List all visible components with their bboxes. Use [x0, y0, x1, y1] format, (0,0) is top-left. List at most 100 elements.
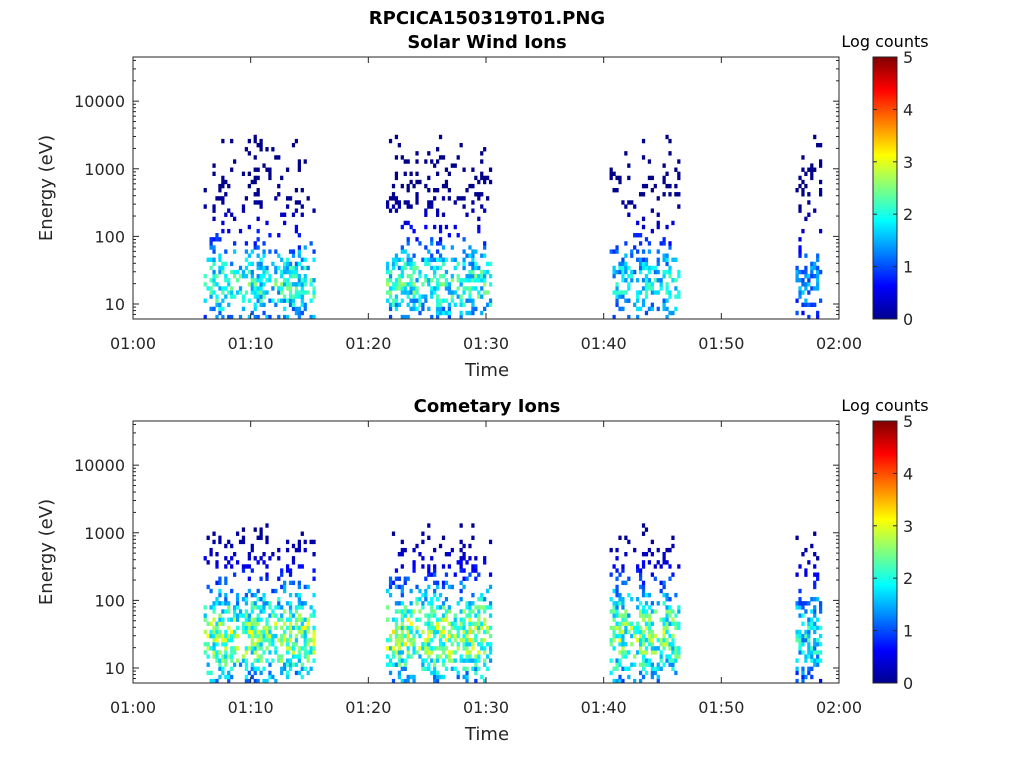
spectrogram-cell	[253, 650, 257, 655]
spectrogram-cell	[486, 175, 490, 181]
spectrogram-cell	[665, 183, 669, 189]
spectrogram-cell	[459, 637, 463, 643]
spectrogram-cell	[391, 183, 396, 189]
spectrogram-cell	[438, 637, 443, 643]
spectrogram-cell	[480, 151, 484, 156]
spectrogram-cell	[647, 175, 652, 181]
spectrogram-cell	[647, 265, 652, 271]
spectrogram-cell	[224, 609, 228, 614]
spectrogram-cell	[615, 290, 619, 295]
spectrogram-cell	[444, 179, 449, 185]
spectrogram-cell	[638, 637, 643, 643]
spectrogram-cell	[415, 200, 419, 205]
spectrogram-cell	[807, 625, 811, 631]
spectrogram-cell	[810, 543, 814, 549]
spectrogram-cell	[801, 310, 805, 316]
spectrogram-cell	[486, 302, 490, 308]
spectrogram-cell	[618, 613, 622, 618]
spectrogram-cell	[285, 674, 290, 680]
spectrogram-cell	[638, 613, 643, 618]
spectrogram-cell	[412, 642, 416, 647]
colorbar-tick-label: 5	[903, 412, 913, 431]
spectrogram-cell	[795, 188, 799, 193]
spectrogram-cell	[418, 294, 422, 299]
spectrogram-cell	[288, 613, 293, 618]
spectrogram-cell	[647, 658, 652, 663]
spectrogram-cell	[627, 629, 631, 635]
spectrogram-cell	[212, 249, 216, 254]
spectrogram-cell	[268, 637, 272, 643]
y-tick-label: 100	[94, 227, 125, 246]
spectrogram-cell	[480, 253, 484, 258]
spectrogram-cell	[271, 613, 275, 618]
spectrogram-cell	[621, 580, 625, 586]
spectrogram-cell	[265, 220, 269, 226]
spectrogram-cell	[615, 592, 619, 598]
spectrogram-cell	[303, 539, 307, 545]
spectrogram-cell	[209, 294, 213, 299]
spectrogram-cell	[609, 658, 613, 663]
spectrogram-cell	[427, 646, 431, 651]
spectrogram-cell	[406, 625, 410, 631]
spectrogram-cell	[271, 286, 275, 291]
spectrogram-cell	[285, 547, 290, 553]
spectrogram-cell	[391, 629, 396, 635]
spectrogram-cell	[306, 196, 310, 201]
spectrogram-cell	[650, 637, 654, 643]
spectrogram-cell	[294, 228, 299, 234]
spectrogram-cell	[421, 564, 425, 569]
spectrogram-cell	[312, 642, 316, 647]
spectrogram-cell	[801, 290, 805, 295]
spectrogram-cell	[636, 306, 640, 312]
spectrogram-cell	[406, 290, 410, 295]
spectrogram-cell	[653, 609, 657, 614]
spectrogram-cell	[813, 572, 817, 577]
spectrogram-cell	[224, 592, 228, 598]
spectrogram-cell	[456, 560, 460, 565]
spectrogram-cell	[288, 629, 293, 635]
spectrogram-cell	[212, 273, 216, 279]
spectrogram-cell	[807, 212, 811, 217]
spectrogram-cell	[430, 601, 434, 606]
spectrogram-cell	[259, 527, 263, 532]
spectrogram-cell	[224, 629, 228, 635]
spectrogram-cell	[807, 629, 811, 635]
spectrogram-cell	[810, 654, 814, 659]
spectrogram-cell	[450, 278, 454, 283]
spectrogram-cell	[403, 290, 407, 295]
spectrogram-cell	[474, 654, 478, 659]
spectrogram-cell	[265, 572, 269, 577]
spectrogram-cell	[218, 286, 222, 291]
spectrogram-cell	[441, 629, 446, 635]
spectrogram-cell	[630, 642, 634, 647]
spectrogram-cell	[483, 278, 487, 283]
spectrogram-cell	[221, 290, 225, 295]
spectrogram-cell	[262, 633, 266, 639]
spectrogram-cell	[459, 539, 463, 545]
spectrogram-cell	[215, 237, 219, 242]
spectrogram-cell	[671, 220, 675, 226]
spectrogram-cell	[212, 633, 216, 639]
spectrogram-cell	[256, 142, 260, 148]
spectrogram-cell	[618, 175, 622, 181]
spectrogram-cell	[633, 678, 637, 684]
spectrogram-cell	[218, 666, 222, 672]
spectrogram-cell	[477, 179, 481, 185]
spectrogram-cell	[385, 617, 390, 622]
spectrogram-cell	[430, 621, 434, 626]
spectrogram-cell	[215, 625, 219, 631]
spectrogram-cell	[256, 535, 260, 541]
spectrogram-cell	[647, 592, 652, 598]
spectrogram-cell	[798, 183, 802, 189]
spectrogram-cell	[674, 646, 678, 651]
spectrogram-cell	[641, 302, 646, 308]
spectrogram-cell	[447, 310, 451, 316]
spectrogram-cell	[647, 278, 652, 283]
spectrogram-cell	[630, 662, 634, 667]
spectrogram-cell	[400, 298, 404, 303]
spectrogram-cell	[259, 629, 263, 635]
spectrogram-cells	[203, 523, 823, 684]
spectrogram-cell	[388, 286, 393, 291]
spectrogram-cell	[668, 633, 672, 639]
spectrogram-cell	[807, 637, 811, 643]
